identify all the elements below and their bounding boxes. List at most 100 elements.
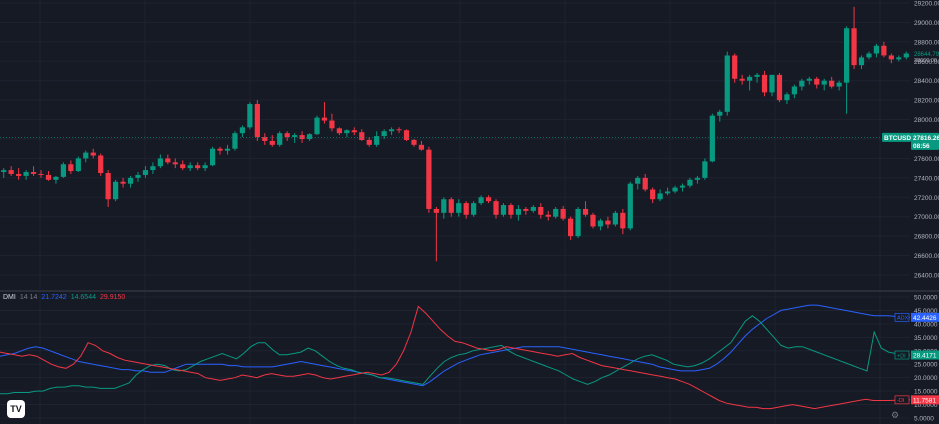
candle-body: [60, 164, 67, 177]
candle-body: [605, 220, 611, 225]
candle-body: [150, 166, 156, 171]
plus_di-value-bg: [911, 350, 939, 360]
minus-di-line: [0, 305, 911, 410]
candle-body: [239, 127, 246, 134]
adx-badge-bg: [894, 312, 910, 322]
candle-body: [202, 165, 208, 169]
candle-body: [791, 86, 797, 95]
candle-body: [843, 28, 850, 83]
price-tick-label: 27000.00: [914, 214, 939, 221]
candle-body: [209, 148, 216, 166]
plus_di-value-tag: 28.4171: [913, 353, 937, 360]
price-tick-label: 29200.00: [914, 1, 939, 8]
candle-body: [657, 193, 663, 200]
price-tick-label: 28800.00: [914, 39, 939, 46]
candle-body: [620, 212, 626, 229]
candle-body: [411, 139, 417, 145]
candle-body: [545, 214, 551, 217]
plus_di-badge-bg: [894, 350, 910, 360]
minus_di-value-tag: 11.7581: [913, 397, 936, 404]
candle-body: [471, 203, 477, 215]
candle-body: [38, 173, 44, 175]
pane-separator[interactable]: [0, 290, 939, 292]
settings-gear-icon[interactable]: ⚙: [891, 410, 900, 420]
price-tick-label: 26600.00: [914, 253, 939, 260]
candle-body: [426, 149, 432, 209]
candle-body: [799, 80, 805, 87]
candle-body: [500, 205, 507, 215]
candle-body: [664, 191, 671, 194]
candle-body: [381, 131, 387, 137]
indicator-tick-label: 40.0000: [914, 321, 938, 328]
minus_di-badge: -DI: [897, 398, 905, 404]
candle-body: [732, 55, 738, 79]
candle-body: [366, 139, 372, 145]
candle-body: [306, 134, 313, 139]
candle-body: [83, 152, 89, 159]
candle-body: [396, 129, 402, 131]
candle-body: [873, 45, 880, 54]
candle-body: [344, 130, 350, 134]
candle-body: [836, 82, 842, 87]
candle-body: [232, 133, 238, 149]
price-tick-label: 28200.00: [914, 98, 939, 105]
marker-price-label-2: 28660.00: [914, 58, 937, 64]
candlestick-series: [1, 6, 909, 262]
candle-body: [359, 132, 365, 140]
symbol-tag-bg: [882, 132, 911, 142]
candle-body: [105, 173, 111, 200]
candle-body: [687, 179, 693, 186]
candle-body: [672, 187, 678, 192]
candle-body: [761, 74, 768, 93]
candle-body: [582, 208, 589, 215]
candle-body: [336, 128, 342, 134]
candle-body: [456, 203, 462, 213]
candle-body: [172, 162, 178, 165]
candle-body: [523, 208, 529, 211]
candle-body: [127, 177, 134, 184]
candle-body: [98, 155, 104, 173]
tradingview-logo-icon[interactable]: TV: [7, 400, 25, 418]
candle-body: [195, 165, 201, 169]
candle-body: [23, 172, 29, 176]
indicator-name[interactable]: DMI: [3, 294, 16, 301]
chart-grid: [0, 0, 910, 424]
candle-body: [739, 78, 745, 81]
plus_di-badge: +DI: [897, 353, 906, 359]
candle-body: [30, 172, 37, 174]
indicator-tick-label: 5.0000: [914, 416, 934, 423]
candle-body: [508, 205, 514, 215]
indicator-tick-label: 35.0000: [914, 335, 938, 342]
candle-body: [90, 152, 96, 156]
candle-body: [180, 164, 186, 169]
candle-body: [314, 117, 320, 135]
candle-body: [560, 208, 566, 219]
indicator-tick-label: 15.0000: [914, 389, 938, 396]
candle-body: [75, 158, 81, 172]
candle-body: [135, 174, 141, 178]
candle-body: [903, 53, 909, 58]
candle-body: [881, 45, 887, 56]
candle-body: [292, 135, 298, 138]
candle-body: [553, 208, 559, 217]
candle-body: [433, 208, 439, 213]
candle-body: [374, 136, 380, 145]
candle-body: [277, 133, 283, 145]
candle-body: [448, 199, 454, 213]
minus_di-value-bg: [911, 395, 939, 405]
candle-body: [16, 173, 22, 176]
candle-body: [896, 57, 902, 60]
candle-body: [120, 181, 126, 184]
candle-body: [142, 170, 149, 175]
price-tick-label: 26800.00: [914, 234, 939, 241]
price-tick-label: 26400.00: [914, 273, 939, 280]
candle-body: [418, 144, 425, 150]
candle-body: [866, 53, 872, 58]
candle-body: [187, 165, 193, 169]
candle-body: [247, 104, 253, 128]
candle-body: [568, 218, 574, 237]
candle-body: [829, 80, 835, 87]
candle-body: [388, 129, 395, 132]
